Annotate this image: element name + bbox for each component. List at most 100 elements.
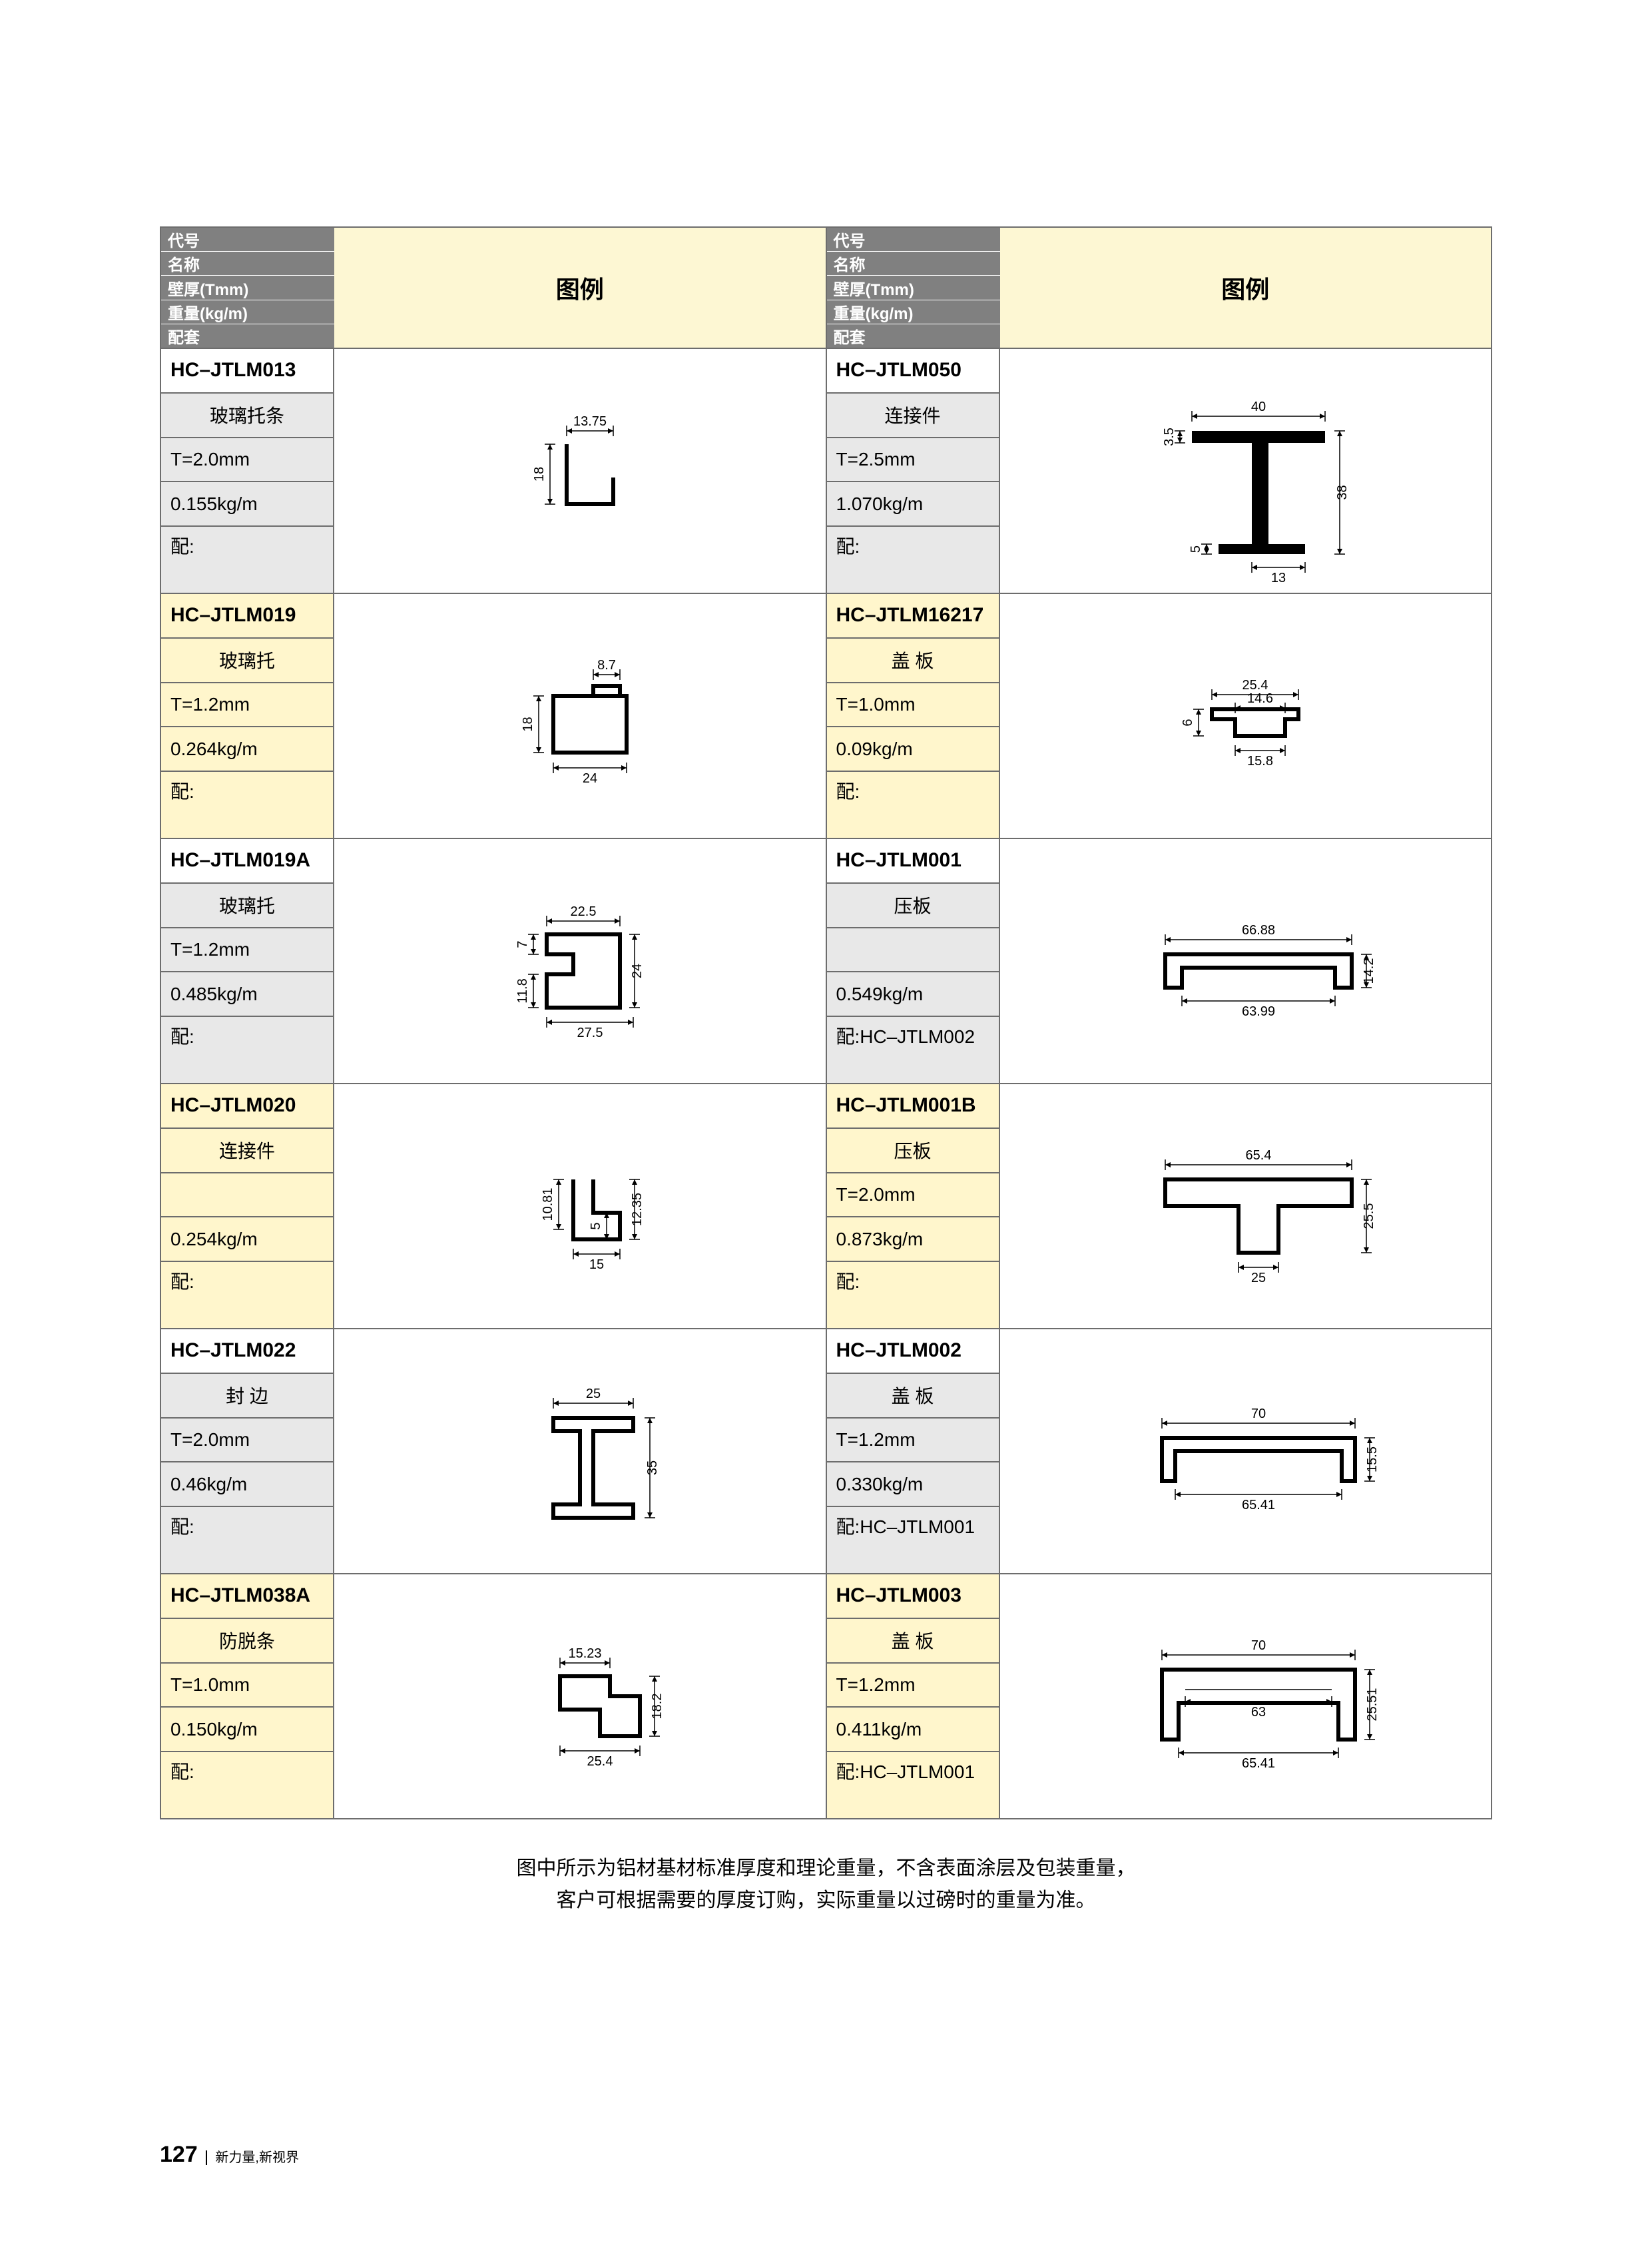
spec-name: 防脱条 [161, 1619, 333, 1664]
svg-text:15: 15 [589, 1257, 604, 1272]
spec-code: HC–JTLM038A [161, 1574, 333, 1619]
spec-entry: HC–JTLM019 玻璃托 T=1.2mm 0.264kg/m 配: 8.7 … [161, 593, 826, 838]
svg-text:38: 38 [1335, 485, 1350, 499]
spec-thickness: T=2.0mm [161, 438, 333, 483]
diagram: 13.75 18 [334, 349, 826, 593]
spec-name: 盖 板 [827, 1619, 999, 1664]
svg-text:18.2: 18.2 [650, 1694, 665, 1720]
header-legend: 图例 [1000, 228, 1492, 348]
svg-text:24: 24 [630, 964, 645, 978]
header-labels: 代号 名称 壁厚(Tmm) 重量(kg/m) 配套 [827, 228, 1000, 348]
spec-weight: 0.873kg/m [827, 1217, 999, 1262]
spec-thickness: T=2.0mm [161, 1419, 333, 1463]
diagram: 25.4 14.6 6 15.8 [1000, 594, 1492, 838]
spec-mate: 配:HC–JTLM001 [827, 1752, 999, 1818]
spec-column: HC–JTLM050 连接件 T=2.5mm 1.070kg/m 配: [827, 349, 1000, 593]
spec-mate: 配: [161, 772, 333, 838]
spec-entry: HC–JTLM001 压板 0.549kg/m 配:HC–JTLM002 66.… [827, 838, 1492, 1083]
spec-weight: 0.264kg/m [161, 727, 333, 772]
svg-text:25.4: 25.4 [1242, 678, 1268, 693]
svg-text:66.88: 66.88 [1242, 923, 1275, 938]
diagram: 70 65.41 15.5 [1000, 1329, 1492, 1573]
svg-text:25.4: 25.4 [587, 1754, 613, 1769]
spec-name: 压板 [827, 1129, 999, 1173]
spec-mate: 配:HC–JTLM001 [827, 1507, 999, 1573]
left-column: 代号 名称 壁厚(Tmm) 重量(kg/m) 配套 图例 HC–JTLM013 … [161, 228, 827, 1818]
spec-name: 封 边 [161, 1374, 333, 1419]
spec-thickness: T=1.2mm [161, 683, 333, 728]
spec-mate: 配: [161, 1752, 333, 1818]
svg-text:7: 7 [515, 940, 530, 948]
svg-text:35: 35 [645, 1460, 660, 1475]
svg-text:5: 5 [589, 1222, 603, 1229]
spec-column: HC–JTLM003 盖 板 T=1.2mm 0.411kg/m 配:HC–JT… [827, 1574, 1000, 1818]
spec-weight: 0.485kg/m [161, 972, 333, 1017]
svg-text:22.5: 22.5 [570, 904, 596, 919]
footnote: 图中所示为铝材基材标准厚度和理论重量，不含表面涂层及包装重量， 客户可根据需要的… [160, 1853, 1492, 1917]
spec-column: HC–JTLM001 压板 0.549kg/m 配:HC–JTLM002 [827, 839, 1000, 1083]
spec-entry: HC–JTLM003 盖 板 T=1.2mm 0.411kg/m 配:HC–JT… [827, 1573, 1492, 1818]
svg-text:3.5: 3.5 [1162, 428, 1177, 446]
svg-text:10.81: 10.81 [541, 1187, 555, 1221]
spec-mate: 配: [161, 1507, 333, 1573]
spec-entry: HC–JTLM020 连接件 0.254kg/m 配: 12.35 10.81 … [161, 1083, 826, 1328]
spec-mate: 配: [827, 1262, 999, 1328]
spec-name: 玻璃托 [161, 884, 333, 928]
svg-text:18: 18 [532, 467, 547, 481]
header-row: 代号 名称 壁厚(Tmm) 重量(kg/m) 配套 图例 [161, 228, 826, 348]
diagram: 65.4 25 25.5 [1000, 1084, 1492, 1328]
svg-text:14.2: 14.2 [1362, 958, 1376, 984]
diagram: 70 63 65.41 25.51 [1000, 1574, 1492, 1818]
spec-entry: HC–JTLM013 玻璃托条 T=2.0mm 0.155kg/m 配: 13.… [161, 348, 826, 593]
spec-mate: 配: [161, 527, 333, 593]
spec-thickness [827, 928, 999, 973]
svg-text:8.7: 8.7 [597, 658, 616, 673]
spec-code: HC–JTLM001 [827, 839, 999, 884]
svg-text:70: 70 [1251, 1638, 1266, 1653]
spec-weight: 0.411kg/m [827, 1708, 999, 1752]
footnote-line2: 客户可根据需要的厚度订购，实际重量以过磅时的重量为准。 [160, 1885, 1492, 1917]
svg-text:65.41: 65.41 [1242, 1756, 1275, 1771]
spec-name: 玻璃托条 [161, 394, 333, 438]
header-row: 代号 名称 壁厚(Tmm) 重量(kg/m) 配套 图例 [827, 228, 1492, 348]
svg-text:63: 63 [1251, 1705, 1266, 1720]
spec-name: 连接件 [161, 1129, 333, 1173]
hdr-code: 代号 [827, 228, 1000, 252]
spec-column: HC–JTLM020 连接件 0.254kg/m 配: [161, 1084, 334, 1328]
spec-weight: 0.46kg/m [161, 1462, 333, 1507]
svg-text:25.51: 25.51 [1365, 1688, 1380, 1721]
spec-mate: 配: [827, 527, 999, 593]
spec-entry: HC–JTLM001B 压板 T=2.0mm 0.873kg/m 配: 65.4… [827, 1083, 1492, 1328]
svg-text:5: 5 [1189, 545, 1203, 553]
spec-weight: 0.330kg/m [827, 1462, 999, 1507]
spec-column: HC–JTLM16217 盖 板 T=1.0mm 0.09kg/m 配: [827, 594, 1000, 838]
spec-code: HC–JTLM013 [161, 349, 333, 394]
spec-entry: HC–JTLM16217 盖 板 T=1.0mm 0.09kg/m 配: 25.… [827, 593, 1492, 838]
svg-text:13.75: 13.75 [573, 414, 607, 429]
spec-code: HC–JTLM002 [827, 1329, 999, 1374]
header-legend: 图例 [334, 228, 826, 348]
spec-thickness: T=1.2mm [827, 1419, 999, 1463]
spec-name: 盖 板 [827, 639, 999, 683]
spec-name: 压板 [827, 884, 999, 928]
spec-weight: 0.150kg/m [161, 1708, 333, 1752]
svg-text:65.41: 65.41 [1242, 1498, 1275, 1512]
hdr-name: 名称 [161, 252, 334, 276]
diagram: 8.7 18 24 [334, 594, 826, 838]
right-column: 代号 名称 壁厚(Tmm) 重量(kg/m) 配套 图例 HC–JTLM050 … [827, 228, 1492, 1818]
svg-text:65.4: 65.4 [1246, 1148, 1272, 1163]
spec-entry: HC–JTLM050 连接件 T=2.5mm 1.070kg/m 配: 40 3… [827, 348, 1492, 593]
spec-entry: HC–JTLM019A 玻璃托 T=1.2mm 0.485kg/m 配: 22.… [161, 838, 826, 1083]
spec-thickness: T=2.5mm [827, 438, 999, 483]
spec-code: HC–JTLM16217 [827, 594, 999, 639]
catalog-page: 代号 名称 壁厚(Tmm) 重量(kg/m) 配套 图例 HC–JTLM013 … [160, 226, 1492, 1917]
diagram: 12.35 10.81 5 15 [334, 1084, 826, 1328]
svg-text:6: 6 [1181, 719, 1195, 726]
spec-code: HC–JTLM001B [827, 1084, 999, 1129]
spec-weight: 1.070kg/m [827, 482, 999, 527]
spec-entry: HC–JTLM038A 防脱条 T=1.0mm 0.150kg/m 配: 15.… [161, 1573, 826, 1818]
spec-entry: HC–JTLM022 封 边 T=2.0mm 0.46kg/m 配: 25 35 [161, 1328, 826, 1573]
spec-name: 盖 板 [827, 1374, 999, 1419]
diagram: 66.88 63.99 14.2 [1000, 839, 1492, 1083]
hdr-thickness: 壁厚(Tmm) [161, 276, 334, 300]
